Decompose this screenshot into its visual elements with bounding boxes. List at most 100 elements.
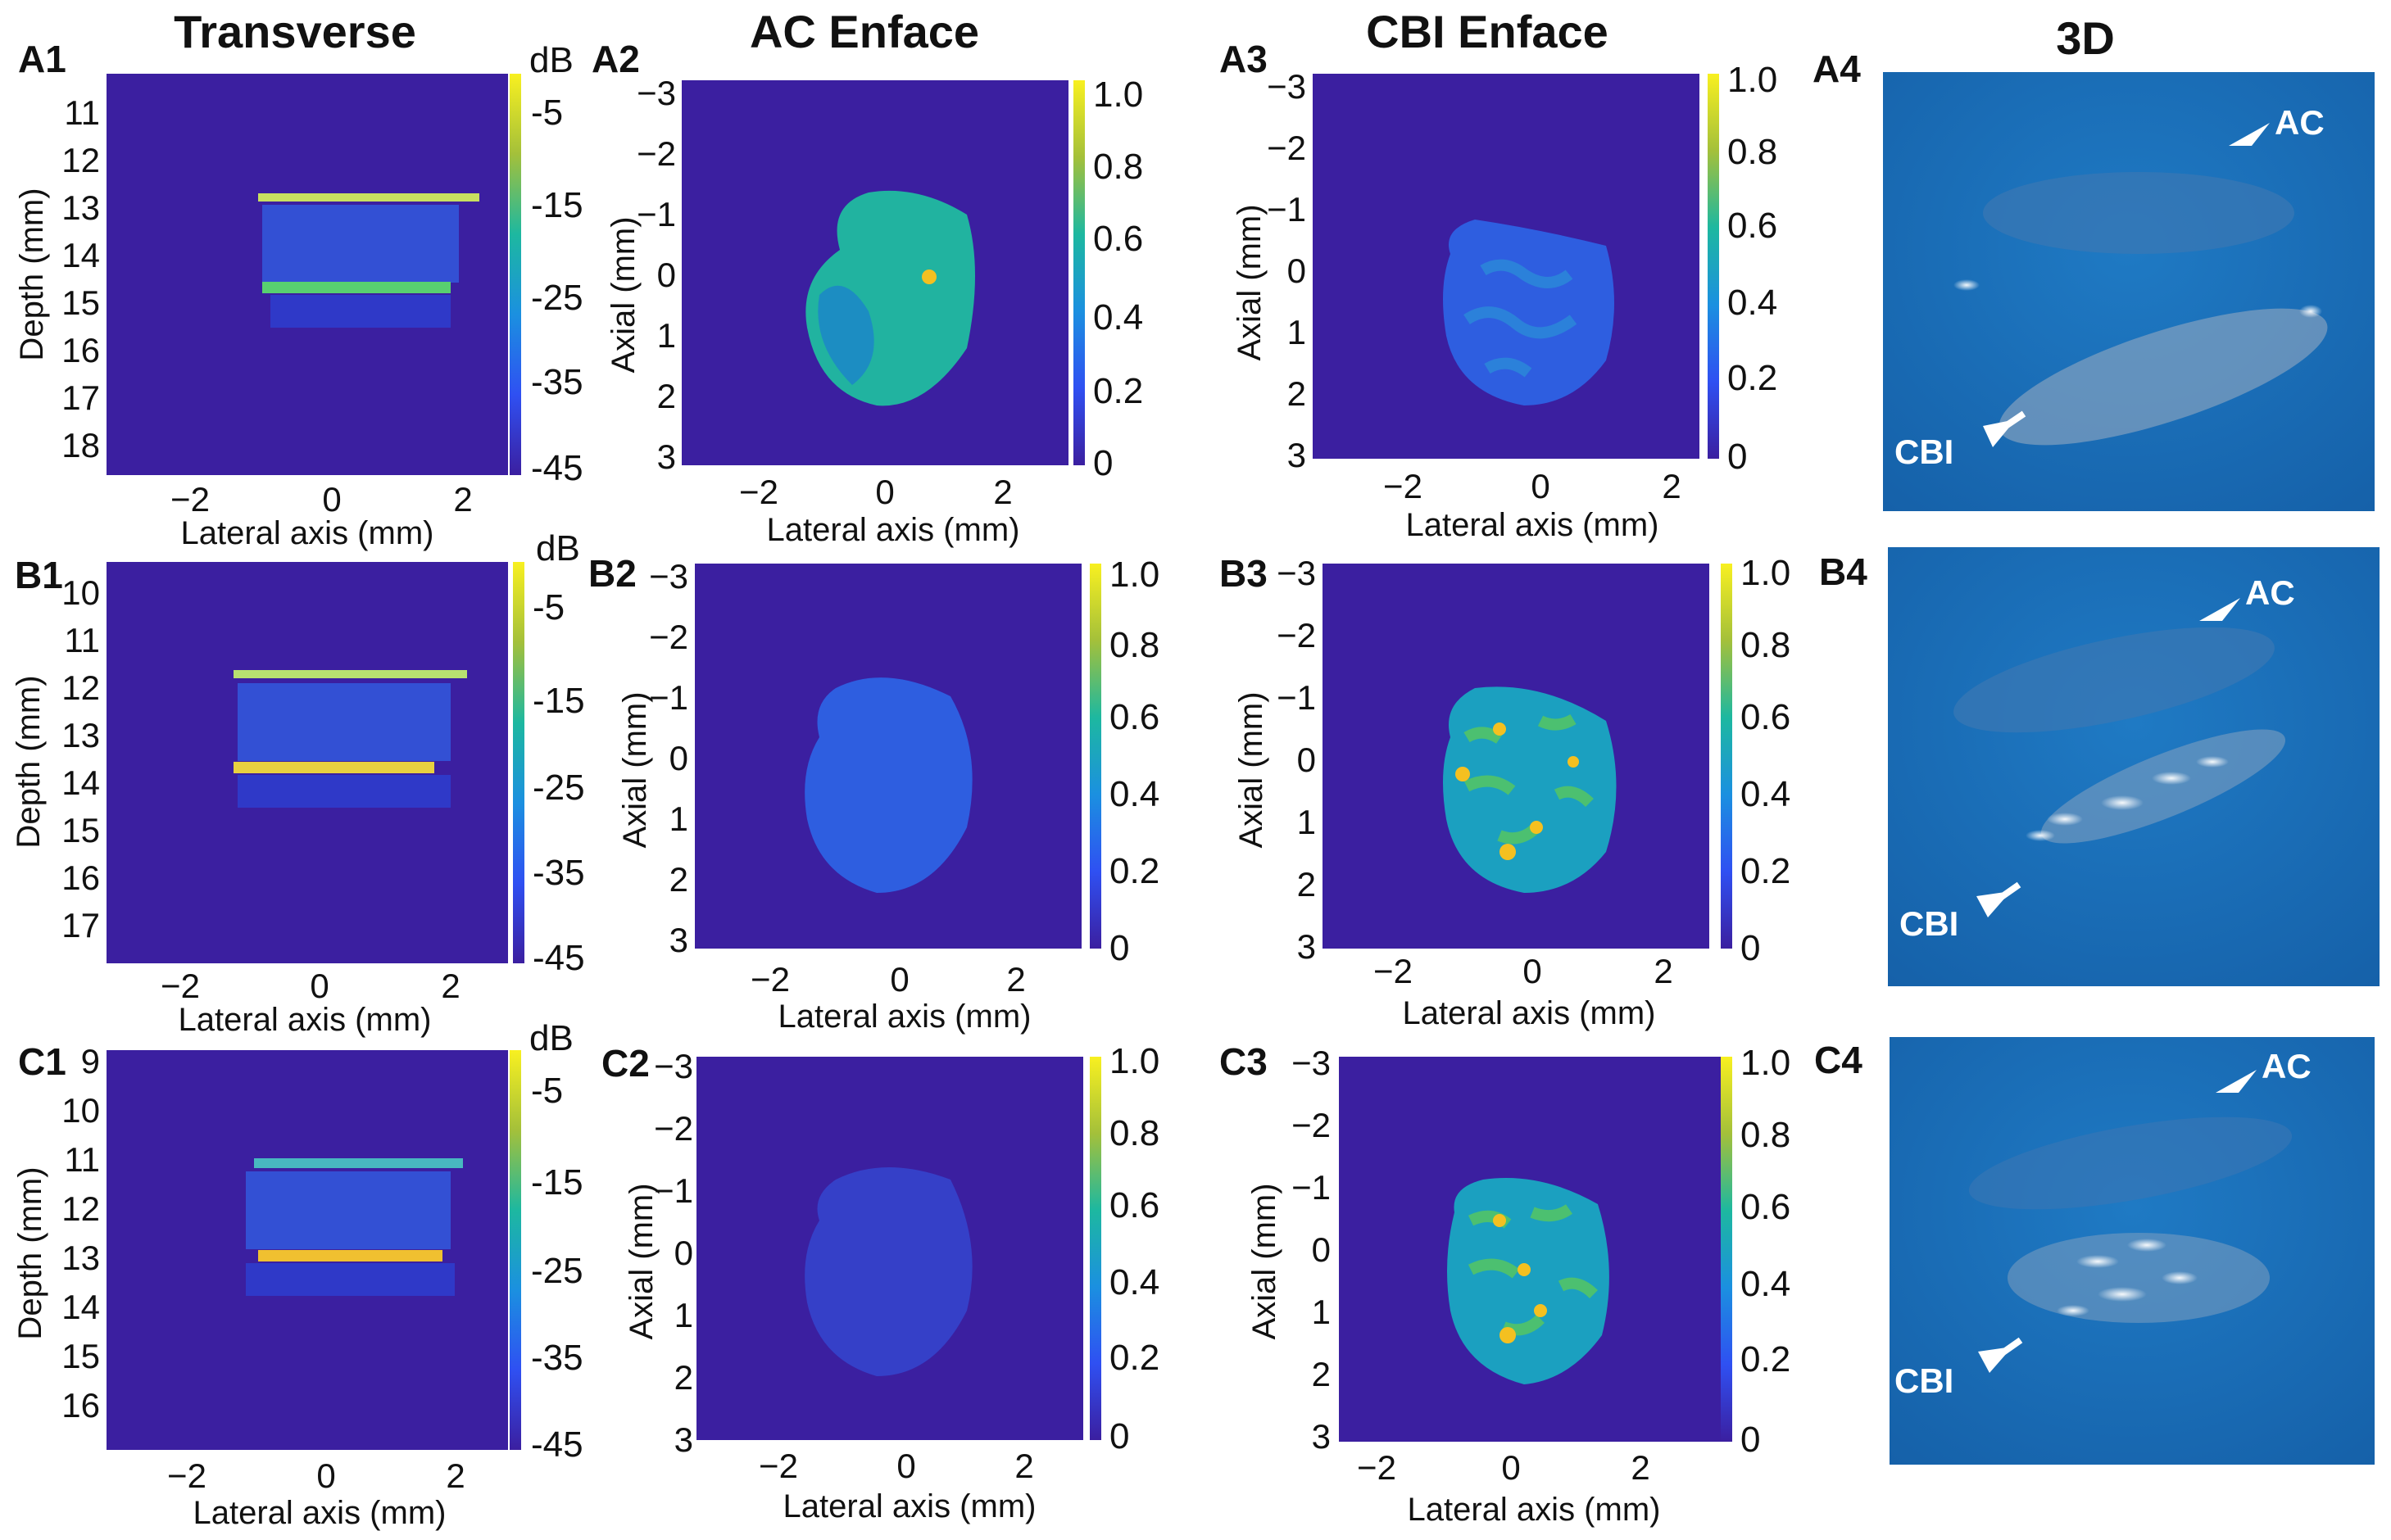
header-transverse: Transverse	[174, 6, 416, 57]
colorbar-tick: -25	[531, 278, 583, 318]
panel-label-a4: A4	[1813, 48, 1861, 90]
colorbar-tick: 0.4	[1740, 1264, 1790, 1304]
axial-tick: 1	[1312, 1293, 1331, 1331]
colorbar-tick: 1.0	[1740, 1043, 1790, 1083]
depth-tick: 15	[61, 283, 100, 322]
lateral-tick: 0	[316, 1456, 335, 1495]
colorbar-unit: dB	[529, 1018, 574, 1058]
axial-axis-label: Axial (mm)	[624, 1183, 660, 1339]
colorbar-tick: 0.6	[1727, 206, 1777, 246]
lateral-tick: 2	[1654, 952, 1672, 990]
colorbar-tick: 0.2	[1093, 371, 1143, 411]
arrow-icon	[2229, 123, 2270, 146]
lateral-tick: 2	[446, 1456, 465, 1495]
ac-blob-b2	[805, 677, 973, 893]
glint	[2127, 1239, 2166, 1252]
depth-tick: 16	[61, 858, 100, 897]
cbi-volume-c4	[2008, 1233, 2270, 1323]
colorbar-tick: 0.2	[1109, 1338, 1159, 1378]
depth-tick: 13	[61, 716, 100, 754]
hotspot-c3	[1534, 1304, 1547, 1317]
axial-tick: 0	[1297, 741, 1316, 779]
colorbar-db-b1	[513, 562, 524, 963]
hotspot-b3	[1455, 767, 1470, 781]
axial-tick: 0	[674, 1234, 693, 1272]
lateral-tick: −2	[759, 1447, 798, 1485]
colorbar-tick: 0.8	[1109, 625, 1159, 665]
lateral-tick: −2	[1357, 1448, 1396, 1487]
colorbar-tick: 0.8	[1740, 625, 1790, 665]
depth-tick: 11	[64, 93, 100, 132]
ac-blob-c2	[805, 1167, 973, 1376]
panel-label-b4: B4	[1819, 550, 1867, 593]
colorbar-tick: -5	[531, 1071, 563, 1111]
hotspot-b3	[1499, 844, 1516, 860]
colorbar-norm-c2	[1090, 1057, 1101, 1440]
colorbar-tick: -35	[531, 362, 583, 402]
panel-label-c4: C4	[1814, 1039, 1862, 1081]
ac-band-a1	[258, 193, 479, 202]
colorbar-norm-b2	[1090, 564, 1101, 949]
axial-tick: 3	[1312, 1417, 1331, 1456]
lateral-axis-label: Lateral axis (mm)	[783, 1488, 1037, 1524]
lateral-tick: 0	[322, 480, 341, 519]
annotation-cbi: CBI	[1894, 1361, 1953, 1400]
axial-tick: −2	[649, 618, 688, 656]
depth-axis-label: Depth (mm)	[12, 1166, 48, 1339]
annotation-ac: AC	[2275, 103, 2325, 142]
depth-tick: 15	[61, 811, 100, 849]
lateral-axis-label: Lateral axis (mm)	[179, 1002, 432, 1038]
lateral-tick: 0	[310, 967, 329, 1005]
arrow-icon	[2199, 598, 2240, 621]
axial-tick: 2	[674, 1358, 693, 1397]
lateral-tick: 2	[1631, 1448, 1649, 1487]
colorbar-tick: 0	[1109, 928, 1129, 968]
cbi-band-a1	[262, 282, 451, 293]
axial-tick: 3	[1297, 927, 1316, 966]
depth-tick: 14	[61, 1288, 100, 1326]
axial-tick: −2	[1291, 1106, 1331, 1144]
colorbar-tick: 0.8	[1727, 132, 1777, 172]
axial-tick: −3	[1267, 67, 1306, 106]
ac-blob-shade-a2	[818, 285, 874, 385]
axial-tick: −1	[637, 195, 676, 233]
depth-axis-label: Depth (mm)	[14, 188, 50, 360]
annotation-cbi: CBI	[1899, 904, 1958, 943]
glint	[2047, 813, 2083, 826]
colorbar-tick: -45	[533, 938, 585, 978]
colorbar-tick: 0.2	[1740, 1339, 1790, 1379]
colorbar-tick: 0.2	[1727, 358, 1777, 398]
row-c: C1 9 10 11 12 13 14 15 16 Depth (mm) −2 …	[12, 1018, 2375, 1531]
ac-band-c1	[254, 1158, 463, 1168]
axial-tick: −1	[1267, 190, 1306, 229]
lateral-axis-label: Lateral axis (mm)	[193, 1495, 447, 1531]
colorbar-tick: 1.0	[1109, 1041, 1159, 1081]
cbi-texture-c3	[1468, 1204, 1598, 1336]
depth-tick: 14	[61, 236, 100, 274]
depth-tick: 10	[61, 1091, 100, 1130]
colorbar-tick: 0.4	[1093, 297, 1143, 337]
colorbar-tick: 0.6	[1109, 697, 1159, 737]
colorbar-tick: 1.0	[1109, 555, 1159, 595]
glint	[2299, 305, 2322, 318]
colorbar-norm-b3	[1721, 564, 1732, 949]
axial-axis-label: Axial (mm)	[617, 691, 653, 848]
colorbar-tick: 0.6	[1740, 697, 1790, 737]
cbi-blob-c3	[1447, 1178, 1609, 1384]
hotspot-b3	[1568, 756, 1579, 768]
axial-tick: 0	[669, 739, 688, 777]
panel-label-c1: C1	[18, 1040, 66, 1083]
axial-tick: 1	[674, 1296, 693, 1334]
ac-volume-a4	[1983, 172, 2294, 254]
depth-axis-label: Depth (mm)	[11, 675, 47, 848]
depth-tick: 12	[61, 1189, 100, 1228]
axial-tick: −1	[654, 1171, 693, 1210]
axial-tick: 0	[657, 256, 676, 294]
lateral-axis-label: Lateral axis (mm)	[767, 512, 1020, 548]
tissue-speckle-a1	[262, 205, 459, 283]
arrow-shaft	[1984, 881, 2021, 911]
panel-label-c2: C2	[601, 1042, 650, 1085]
lateral-axis-label: Lateral axis (mm)	[1406, 507, 1659, 543]
lateral-axis-label: Lateral axis (mm)	[1408, 1492, 1661, 1528]
